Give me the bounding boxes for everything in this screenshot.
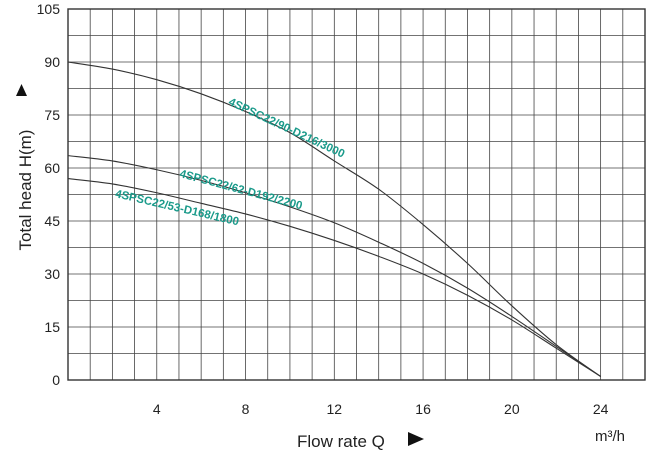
x-tick-label: 16: [415, 401, 431, 417]
y-tick-label: 15: [44, 319, 60, 335]
y-tick-label: 30: [44, 266, 60, 282]
x-axis-title: Flow rate Q: [297, 432, 385, 451]
performance-curve: [67, 61, 601, 377]
plot-frame: [67, 8, 646, 381]
y-tick-label: 45: [44, 213, 60, 229]
performance-curve: [67, 178, 601, 377]
y-axis-arrow-icon: [16, 84, 27, 96]
performance-curves: [67, 61, 601, 377]
axis-ticks: 4 8 12 16 20 24 0 15 30 45 60 75 90 105: [37, 1, 609, 417]
y-tick-label: 105: [37, 1, 61, 17]
y-tick-label: 75: [44, 107, 60, 123]
x-tick-label: 12: [327, 401, 343, 417]
x-tick-label: 4: [153, 401, 161, 417]
y-tick-label: 0: [52, 372, 60, 388]
x-tick-label: 8: [242, 401, 250, 417]
y-tick-label: 60: [44, 160, 60, 176]
x-axis-arrow-icon: [408, 432, 424, 446]
x-axis-unit: m³/h: [595, 428, 625, 445]
x-tick-label: 24: [593, 401, 609, 417]
performance-curve: [67, 155, 601, 377]
curve-label: 4SPSC22/90-D216/3000: [227, 96, 347, 160]
grid: [67, 8, 646, 381]
curve-labels: 4SPSC22/90-D216/30004SPSC22/62-D192/2200…: [114, 96, 346, 228]
x-tick-label: 20: [504, 401, 520, 417]
y-axis-title: Total head H(m): [16, 130, 35, 251]
y-tick-label: 90: [44, 54, 60, 70]
